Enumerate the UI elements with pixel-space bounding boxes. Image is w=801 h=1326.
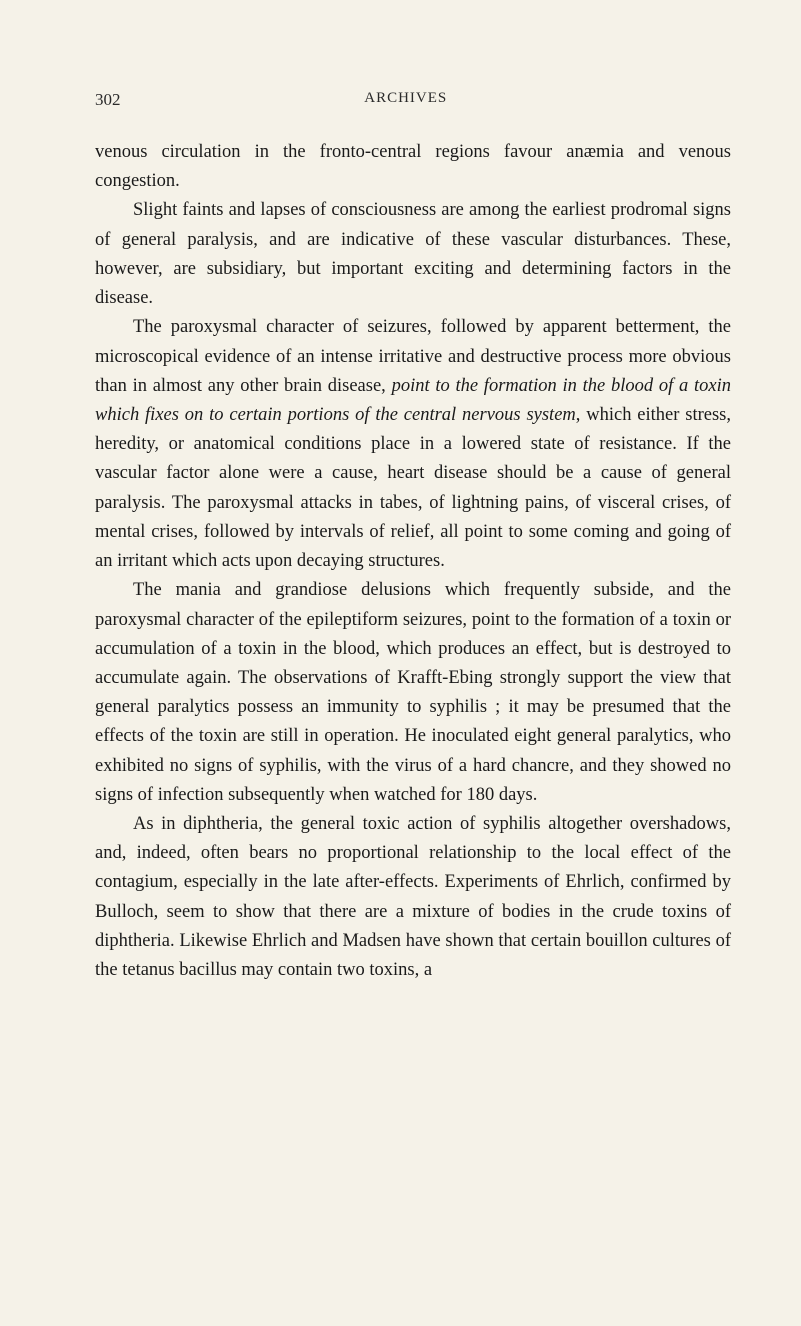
p4-text: The mania and grandiose delusions which … — [95, 580, 731, 805]
section-title: ARCHIVES — [364, 90, 447, 110]
paragraph-5: As in diphtheria, the general toxic acti… — [95, 810, 731, 985]
p1-text: venous circulation in the fronto-central… — [95, 142, 731, 191]
page-number: 302 — [95, 90, 121, 110]
body-text: venous circulation in the fronto-central… — [95, 138, 731, 985]
paragraph-3: The paroxysmal character of seizures, fo… — [95, 313, 731, 576]
paragraph-2: Slight faints and lapses of consciousnes… — [95, 196, 731, 313]
header-spacer — [691, 90, 731, 110]
page-header: 302 ARCHIVES — [95, 90, 731, 110]
p2-text: Slight faints and lapses of consciousnes… — [95, 200, 731, 308]
p5-text: As in diphtheria, the general toxic acti… — [95, 814, 731, 980]
paragraph-4: The mania and grandiose delusions which … — [95, 576, 731, 810]
p3-text-part2: , which either stress, heredity, or anat… — [95, 405, 731, 571]
paragraph-1: venous circulation in the fronto-central… — [95, 138, 731, 196]
document-page: 302 ARCHIVES venous circulation in the f… — [0, 0, 801, 1045]
